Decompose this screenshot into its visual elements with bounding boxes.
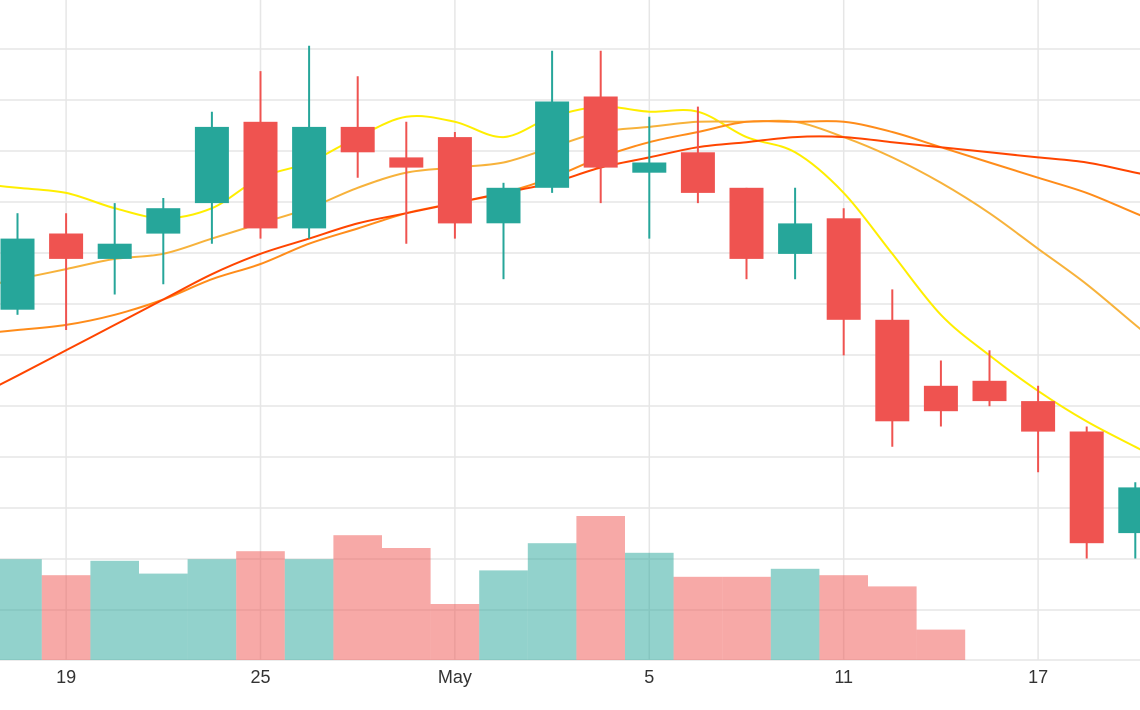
- candle-body: [729, 187, 764, 259]
- volume-bar: [819, 575, 868, 660]
- candle: [583, 50, 618, 204]
- volume-bar: [479, 570, 528, 660]
- moving-average-line: [0, 135, 1140, 386]
- candle: [729, 187, 764, 280]
- candle: [923, 360, 958, 427]
- candle-body: [146, 208, 181, 234]
- volume-bar: [284, 559, 334, 660]
- x-tick-label: 5: [644, 667, 654, 687]
- volume-bar: [333, 535, 382, 660]
- volume-bar: [430, 604, 480, 660]
- candle: [0, 213, 35, 315]
- candles: [0, 45, 1140, 559]
- volume-bar: [236, 551, 285, 660]
- candle-body: [923, 385, 958, 412]
- candle: [194, 111, 229, 244]
- candle: [1118, 482, 1140, 559]
- moving-average-line: [0, 119, 1140, 331]
- candle-body: [826, 218, 861, 320]
- candle: [146, 198, 181, 285]
- candle: [1021, 385, 1056, 473]
- x-tick-label: 17: [1028, 667, 1048, 687]
- candle: [680, 106, 715, 204]
- candle-body: [632, 162, 667, 173]
- candle: [97, 203, 132, 295]
- candle: [486, 182, 521, 280]
- candle-body: [243, 121, 278, 229]
- candle: [875, 289, 910, 447]
- candle-body: [972, 380, 1007, 402]
- candle: [389, 121, 424, 244]
- volume-bar: [576, 516, 625, 660]
- candle-body: [1118, 487, 1140, 534]
- volume-bar: [0, 559, 42, 660]
- x-tick-label: 19: [56, 667, 76, 687]
- candle-body: [1021, 401, 1056, 432]
- volume-bar: [868, 586, 917, 660]
- candle-body: [292, 126, 327, 229]
- candle-body: [535, 101, 570, 188]
- volume-bars: [0, 516, 966, 660]
- candle: [778, 187, 813, 280]
- candle: [632, 116, 667, 239]
- volume-bar: [722, 576, 771, 660]
- candle-body: [583, 96, 618, 168]
- candle: [243, 71, 278, 239]
- candle-body: [486, 187, 521, 224]
- candle: [535, 50, 570, 193]
- candle: [340, 76, 375, 178]
- candle: [826, 208, 861, 356]
- volume-bar: [916, 629, 966, 660]
- volume-bar: [625, 552, 674, 660]
- x-axis: 19 25 May 5 11 17: [56, 667, 1048, 687]
- candle-body: [1069, 431, 1104, 544]
- volume-bar: [41, 575, 91, 660]
- candle: [292, 45, 327, 239]
- volume-bar: [382, 548, 431, 660]
- x-tick-label: May: [438, 667, 472, 687]
- volume-bar: [770, 568, 820, 660]
- x-tick-label: 25: [250, 667, 270, 687]
- candle-body: [194, 126, 229, 204]
- x-tick-label: 11: [834, 667, 853, 687]
- candle: [49, 213, 84, 330]
- candle-body: [875, 319, 910, 422]
- volume-bar: [673, 576, 723, 660]
- volume-bar: [90, 560, 139, 660]
- candle-body: [437, 137, 472, 224]
- candle: [1069, 426, 1104, 559]
- candle-body: [97, 243, 132, 259]
- candle: [972, 350, 1007, 407]
- candle-body: [49, 233, 84, 259]
- volume-bar: [139, 573, 188, 660]
- candle: [437, 132, 472, 239]
- candle-body: [389, 157, 424, 168]
- candle-body: [0, 238, 35, 310]
- candle-body: [340, 126, 375, 153]
- volume-bar: [187, 559, 237, 660]
- candle-body: [778, 223, 813, 254]
- volume-bar: [527, 543, 577, 660]
- candle-body: [680, 152, 715, 193]
